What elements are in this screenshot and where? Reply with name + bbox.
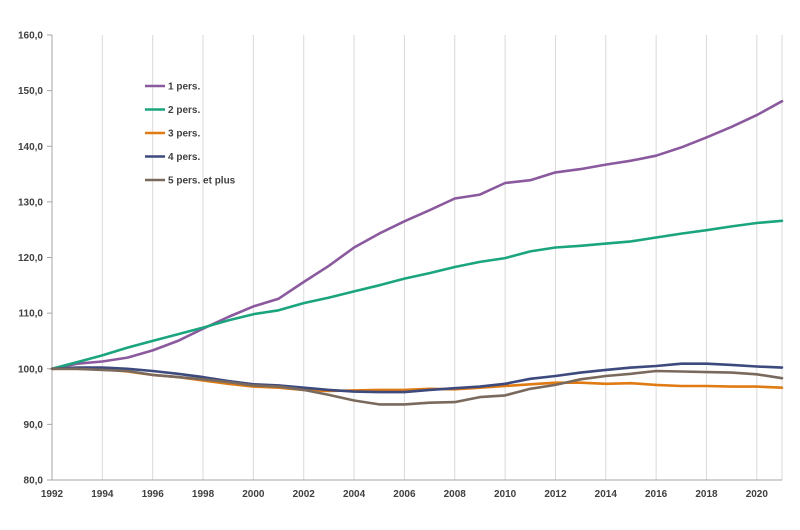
x-tick-label: 2000: [242, 489, 265, 500]
x-tick-label: 1998: [192, 489, 215, 500]
series-line-5: [50, 367, 784, 406]
x-tick-label: 1994: [91, 489, 114, 500]
x-tick-label: 2014: [595, 489, 618, 500]
x-tick-label: 2016: [645, 489, 668, 500]
series-line-2: [50, 219, 784, 371]
legend-label: 4 pers.: [168, 152, 200, 163]
x-tick-label: 2006: [393, 489, 416, 500]
x-tick-label: 2018: [695, 489, 718, 500]
x-tick-label: 2004: [343, 489, 366, 500]
x-tick-label: 1996: [142, 489, 165, 500]
legend-label: 2 pers.: [168, 105, 200, 116]
y-tick-label: 100,0: [18, 364, 43, 375]
y-tick-label: 130,0: [18, 197, 43, 208]
series-line-4: [50, 362, 784, 394]
x-tick-label: 2002: [293, 489, 316, 500]
x-tick-label: 2020: [746, 489, 769, 500]
axes: 1992 1994 1996 1998 2000 2002 2004 2006 2008 2010…: [18, 31, 782, 500]
x-tick-label: 2010: [494, 489, 517, 500]
x-tick-label: 2008: [444, 489, 467, 500]
grid: [51, 35, 783, 480]
legend-label: 3 pers.: [168, 129, 200, 140]
legend-label: 5 pers. et plus: [168, 176, 236, 187]
y-tick-label: 120,0: [18, 253, 43, 264]
x-tick-label: 1992: [41, 489, 64, 500]
legend: 1 pers. 2 pers. 3 pers. 4 pers. 5 pers. et p…: [145, 82, 236, 187]
y-tick-label: 150,0: [18, 86, 43, 97]
x-tick-label: 2012: [544, 489, 567, 500]
series-line-1: [50, 99, 784, 371]
y-tick-label: 110,0: [19, 309, 44, 320]
y-tick-label: 160,0: [18, 31, 43, 42]
legend-label: 1 pers.: [168, 82, 200, 93]
y-tick-label: 80,0: [24, 476, 44, 487]
y-tick-label: 140,0: [18, 142, 43, 153]
y-tick-label: 90,0: [24, 420, 44, 431]
series-lines: [50, 99, 784, 406]
